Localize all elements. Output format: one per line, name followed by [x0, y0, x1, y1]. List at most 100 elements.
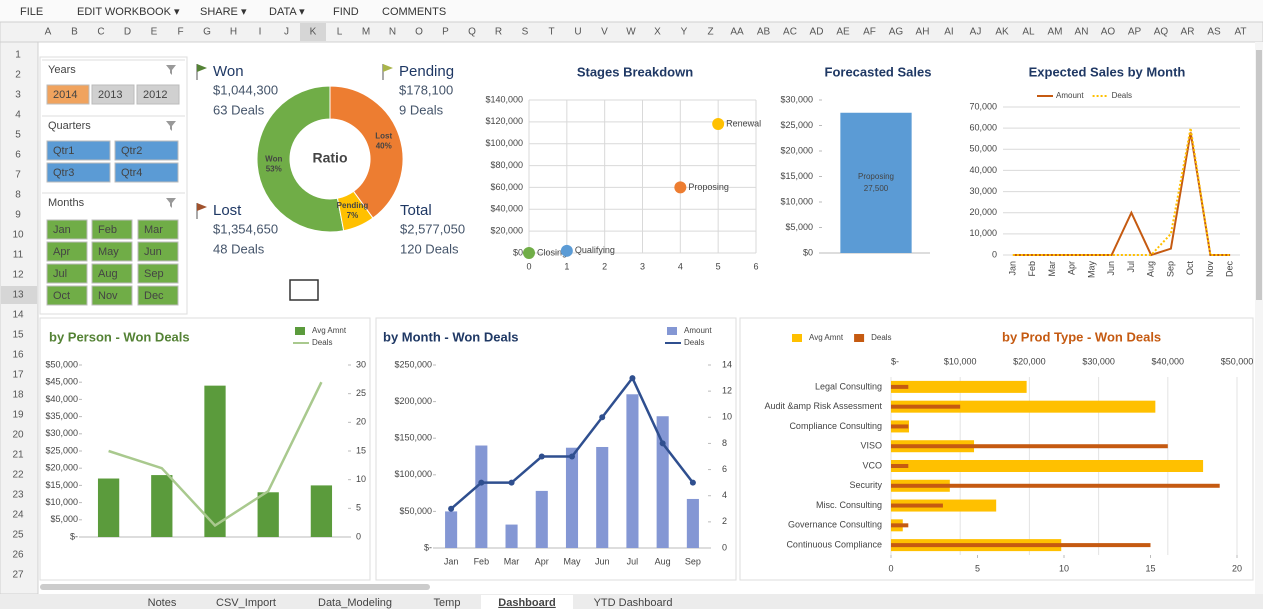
column-header[interactable]: R	[495, 27, 502, 38]
slicer-button-label[interactable]: Oct	[53, 290, 70, 302]
slicer-button[interactable]	[137, 219, 179, 240]
slicer-button-label[interactable]: May	[98, 246, 119, 258]
slicer-button-label[interactable]: Jun	[144, 246, 162, 258]
column-header[interactable]: G	[203, 27, 211, 38]
column-header[interactable]: AP	[1128, 27, 1142, 38]
shape[interactable]	[289, 279, 319, 301]
sheet-tab[interactable]: CSV_Import	[216, 597, 276, 609]
h-scroll-thumb[interactable]	[40, 584, 430, 590]
slicer-button[interactable]	[91, 285, 133, 306]
row-header[interactable]: 19	[12, 410, 24, 421]
menu-item[interactable]: EDIT WORKBOOK ▾	[77, 6, 180, 18]
row-header[interactable]: 4	[15, 110, 21, 121]
sheet-tab[interactable]: Temp	[434, 597, 461, 609]
slicer-button-label[interactable]: 2014	[53, 89, 77, 101]
column-header[interactable]: N	[389, 27, 396, 38]
row-header[interactable]: 20	[12, 430, 24, 441]
row-header[interactable]: 18	[12, 390, 24, 401]
column-header[interactable]: L	[337, 27, 343, 38]
column-header[interactable]: Y	[681, 27, 688, 38]
column-header[interactable]: P	[442, 27, 449, 38]
menu-item[interactable]: COMMENTS	[382, 6, 446, 18]
row-header[interactable]: 13	[12, 290, 24, 301]
slicer-button[interactable]	[46, 84, 90, 105]
column-header[interactable]: AH	[916, 27, 930, 38]
slicer-button-label[interactable]: Feb	[98, 224, 117, 236]
row-header[interactable]: 1	[15, 50, 21, 61]
slicer-button-label[interactable]: Mar	[144, 224, 163, 236]
sheet-tab[interactable]: YTD Dashboard	[594, 597, 673, 609]
menu-item[interactable]: SHARE ▾	[200, 6, 247, 18]
column-header[interactable]: AQ	[1154, 27, 1169, 38]
slicer-button-label[interactable]: Nov	[98, 290, 118, 302]
row-header[interactable]: 7	[15, 170, 21, 181]
column-header[interactable]: AI	[944, 27, 953, 38]
column-header[interactable]: AD	[810, 27, 824, 38]
row-header[interactable]: 17	[12, 370, 24, 381]
slicer-button[interactable]	[46, 140, 111, 161]
row-header[interactable]: 23	[12, 490, 24, 501]
column-header[interactable]: AL	[1022, 27, 1035, 38]
row-header[interactable]: 6	[15, 150, 21, 161]
slicer-button[interactable]	[46, 241, 88, 262]
column-header[interactable]: O	[415, 27, 423, 38]
sheet-tab[interactable]: Notes	[148, 597, 177, 609]
column-header[interactable]: S	[522, 27, 529, 38]
slicer-button-label[interactable]: Dec	[144, 290, 164, 302]
column-header[interactable]: M	[362, 27, 370, 38]
slicer-button[interactable]	[46, 219, 88, 240]
column-header[interactable]: AJ	[970, 27, 982, 38]
slicer-button[interactable]	[114, 162, 179, 183]
column-header[interactable]: AR	[1181, 27, 1195, 38]
slicer-button[interactable]	[137, 263, 179, 284]
slicer-button[interactable]	[46, 263, 88, 284]
column-header[interactable]: AB	[757, 27, 771, 38]
menu-item[interactable]: FILE	[20, 6, 43, 18]
slicer-button-label[interactable]: Jan	[53, 224, 71, 236]
column-header[interactable]: V	[601, 27, 608, 38]
column-header[interactable]: AG	[889, 27, 904, 38]
column-header[interactable]: X	[654, 27, 661, 38]
column-header[interactable]: I	[259, 27, 262, 38]
scroll-thumb[interactable]	[1256, 50, 1262, 300]
column-header[interactable]: AS	[1207, 27, 1221, 38]
sheet-tab[interactable]: Data_Modeling	[318, 597, 392, 609]
column-header[interactable]: K	[310, 27, 317, 38]
row-header[interactable]: 11	[13, 250, 24, 261]
column-header[interactable]: D	[124, 27, 131, 38]
menu-item[interactable]: FIND	[333, 6, 359, 18]
column-header[interactable]: AF	[863, 27, 876, 38]
column-header[interactable]: W	[626, 27, 636, 38]
row-header[interactable]: 26	[12, 550, 24, 561]
column-header[interactable]: F	[177, 27, 183, 38]
column-header[interactable]: AT	[1234, 27, 1246, 38]
slicer-button[interactable]	[91, 263, 133, 284]
row-header[interactable]: 21	[12, 450, 24, 461]
row-header[interactable]: 24	[12, 510, 24, 521]
slicer-button-label[interactable]: Aug	[98, 268, 118, 280]
slicer-button-label[interactable]: Qtr4	[121, 167, 142, 179]
row-header[interactable]: 16	[12, 350, 24, 361]
row-header[interactable]: 14	[12, 310, 24, 321]
slicer-button[interactable]	[137, 285, 179, 306]
sheet-tab[interactable]: Dashboard	[498, 597, 555, 609]
slicer-button[interactable]	[91, 219, 133, 240]
row-header[interactable]: 25	[12, 530, 24, 541]
row-header[interactable]: 9	[15, 210, 21, 221]
slicer-button[interactable]	[46, 162, 111, 183]
column-header[interactable]: AE	[836, 27, 850, 38]
column-header[interactable]: AK	[995, 27, 1009, 38]
column-header[interactable]: A	[45, 27, 52, 38]
filter-icon[interactable]	[166, 65, 176, 75]
filter-icon[interactable]	[166, 121, 176, 131]
row-header[interactable]: 10	[12, 230, 24, 241]
column-header[interactable]: C	[97, 27, 104, 38]
slicer-button-label[interactable]: Qtr2	[121, 145, 142, 157]
slicer-button-label[interactable]: 2012	[143, 89, 167, 101]
menu-item[interactable]: DATA ▾	[269, 6, 305, 18]
row-header[interactable]: 22	[12, 470, 24, 481]
column-header[interactable]: Z	[707, 27, 713, 38]
row-header[interactable]: 5	[15, 130, 21, 141]
column-header[interactable]: E	[151, 27, 158, 38]
row-header[interactable]: 12	[12, 270, 24, 281]
